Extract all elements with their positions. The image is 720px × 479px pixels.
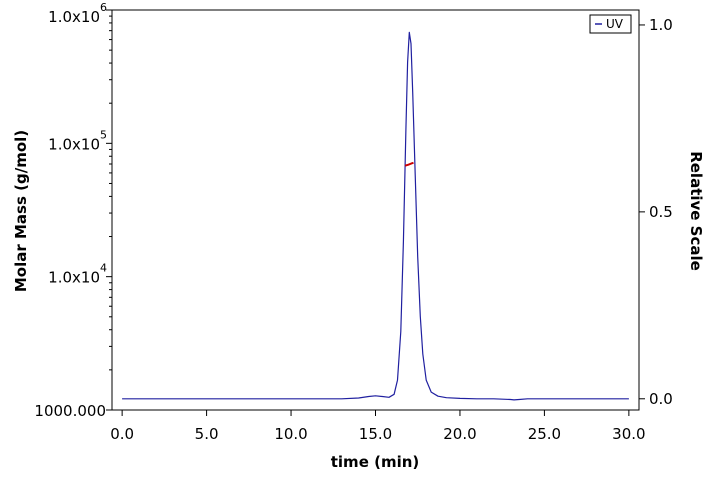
y-right-tick-label: 0.0 [649,390,673,408]
series-layer [122,31,629,401]
x-axis: 0.0 5.0 10.0 15.0 20.0 25.0 30.0 [110,410,646,443]
y-right-tick-label: 0.5 [649,203,673,221]
y-right-tick-label: 1.0 [649,16,673,34]
x-tick-label: 15.0 [359,425,392,443]
legend-box [589,14,632,34]
x-tick-label: 25.0 [528,425,561,443]
series-line-uv [122,31,629,401]
y-left-tick-label: 1.0x10 [48,135,100,153]
plot-frame [111,9,640,411]
y-axis-left-title: Molar Mass (g/mol) [12,130,30,292]
series-line-molar-mass [404,161,414,167]
y-left-tick-exponent: 4 [100,262,107,275]
y-left-tick-label: 1000.000 [34,402,106,420]
x-tick-label: 5.0 [195,425,219,443]
y-axis-right: 1.0 0.5 0.0 [639,16,673,408]
y-left-tick-exponent: 6 [100,1,107,14]
y-left-tick-exponent: 5 [100,128,107,141]
x-tick-label: 10.0 [274,425,307,443]
y-left-tick-label: 1.0x10 [48,8,100,26]
legend: UV [589,14,632,34]
legend-label-uv: UV [606,17,624,31]
x-tick-label: 30.0 [612,425,645,443]
x-tick-label: 20.0 [443,425,476,443]
x-axis-title: time (min) [331,453,420,471]
y-axis-right-title: Relative Scale [687,151,705,271]
y-left-tick-label: 1.0x10 [48,269,100,287]
x-tick-label: 0.0 [110,425,134,443]
